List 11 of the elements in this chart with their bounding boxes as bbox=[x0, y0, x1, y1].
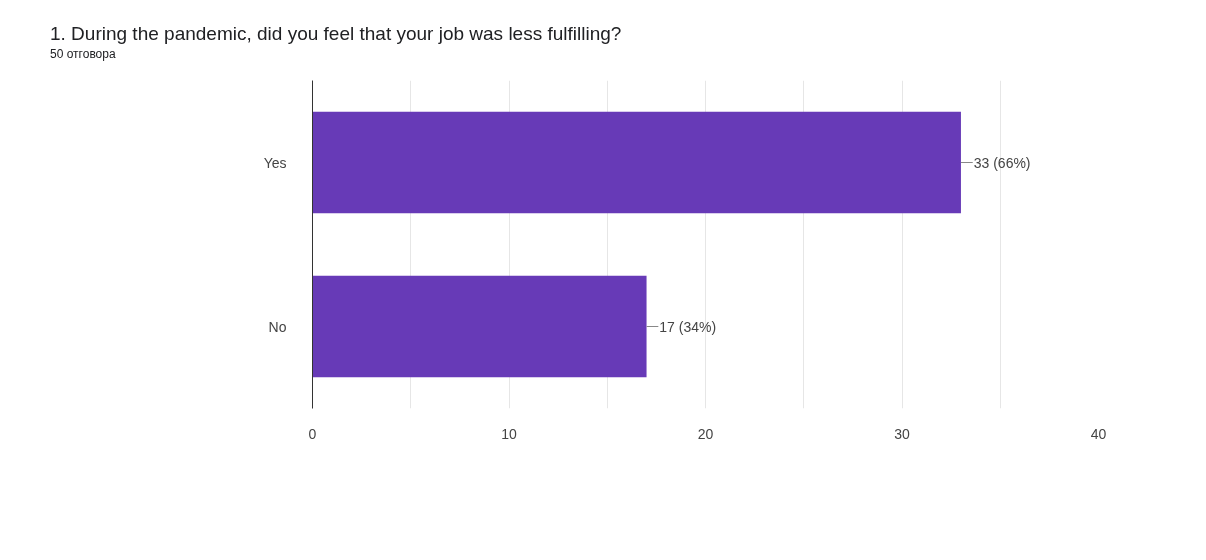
x-tick-label: 30 bbox=[894, 425, 910, 442]
data-label: 33 (66%) bbox=[973, 154, 1031, 171]
chart-title: 1. During the pandemic, did you feel that your job was less fulfilling? bbox=[50, 22, 622, 46]
x-tick-label: 40 bbox=[1090, 425, 1107, 442]
y-tick-label: Yes bbox=[263, 154, 287, 171]
x-tick-label: 20 bbox=[697, 425, 714, 442]
text: 50 отговора bbox=[50, 46, 116, 64]
y-tick-label: No bbox=[268, 318, 287, 335]
x-tick-label: 0 bbox=[308, 425, 317, 442]
data-label: 17 (34%) bbox=[659, 318, 717, 335]
x-tick-label: 10 bbox=[501, 425, 517, 442]
